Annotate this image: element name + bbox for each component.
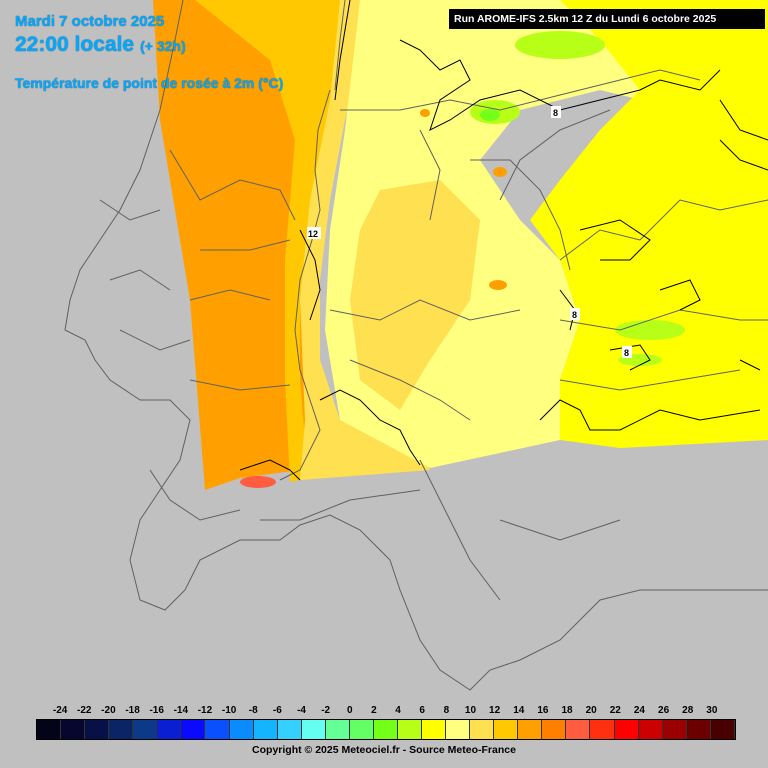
legend-label: -8 <box>248 705 258 716</box>
legend-label: -10 <box>221 705 237 716</box>
legend-label: -4 <box>297 705 306 716</box>
contour-lines <box>239 0 768 481</box>
forecast-date: Mardi 7 octobre 2025 <box>15 13 165 30</box>
legend-label: -2 <box>321 705 331 716</box>
coastlines <box>64 0 768 691</box>
legend-swatch <box>590 720 615 739</box>
contour-label: 8 <box>624 348 629 358</box>
legend-label: 8 <box>443 705 450 716</box>
legend-swatch <box>301 720 326 739</box>
legend-swatch <box>181 720 206 739</box>
field-orange-blob <box>493 167 507 177</box>
legend-label: 6 <box>419 705 425 716</box>
legend-label: -18 <box>125 705 140 716</box>
legend-label: 24 <box>633 705 645 716</box>
legend-label: -6 <box>272 705 282 716</box>
legend-swatch <box>686 720 711 739</box>
legend-swatch <box>373 720 398 739</box>
legend-swatch <box>37 720 62 739</box>
legend-swatch <box>205 720 230 739</box>
legend-label: -20 <box>101 705 116 716</box>
contour-labels: 8 12 8 8 <box>307 106 632 358</box>
legend-labels: -24 -22 -20 -18 -16 -14 -12 -10 -8 -6 -4 -2 0 2 4 6 8 10 1… <box>24 705 744 719</box>
legend-swatch <box>229 720 254 739</box>
parameter-title: Température de point de rosée à 2m (°C) <box>15 75 284 91</box>
legend-swatch <box>109 720 134 739</box>
forecast-lead: (+ 32h) <box>140 38 186 54</box>
legend-swatch <box>638 720 663 739</box>
legend-swatch <box>446 720 471 739</box>
forecast-time-text: 22:00 locale <box>15 33 135 56</box>
legend-swatch <box>85 720 110 739</box>
legend-swatch <box>494 720 519 739</box>
field-red-blob <box>240 476 276 488</box>
legend-label: 14 <box>513 705 525 716</box>
field-orange <box>195 0 360 482</box>
legend-label: 20 <box>585 705 597 716</box>
legend-label: -16 <box>149 705 164 716</box>
legend-swatch <box>470 720 495 739</box>
run-info-banner: Run AROME-IFS 2.5km 12 Z du Lundi 6 octo… <box>449 9 765 29</box>
legend-swatch <box>277 720 302 739</box>
legend-swatch <box>157 720 182 739</box>
legend-label: 28 <box>682 705 694 716</box>
legend-swatch <box>349 720 374 739</box>
field-green-patch <box>515 31 605 59</box>
field-green-patch <box>480 109 500 121</box>
field-orange-blob <box>489 280 507 290</box>
legend-label: 30 <box>706 705 718 716</box>
legend-swatch <box>518 720 543 739</box>
legend-label: 18 <box>561 705 573 716</box>
legend-swatch <box>133 720 158 739</box>
legend-label: 26 <box>658 705 670 716</box>
legend-swatch <box>614 720 639 739</box>
legend-label: -12 <box>197 705 213 716</box>
copyright-text: Copyright © 2025 Meteociel.fr - Source M… <box>252 744 516 756</box>
legend-swatch <box>61 720 86 739</box>
legend-label: -22 <box>77 705 92 716</box>
contour-label: 8 <box>572 310 577 320</box>
field-yellow <box>530 0 768 448</box>
forecast-time: 22:00 locale (+ 32h) <box>15 33 186 57</box>
legend-label: 0 <box>347 705 353 716</box>
legend-label: 10 <box>464 705 477 716</box>
legend-swatch <box>422 720 447 739</box>
legend-label: 22 <box>609 705 621 716</box>
legend-swatch <box>253 720 278 739</box>
contour-label: 12 <box>308 229 318 239</box>
field-central-orange <box>350 180 480 410</box>
legend-swatch <box>710 720 735 739</box>
legend-label: 16 <box>537 705 549 716</box>
legend-label: 2 <box>371 705 377 716</box>
contour-label: 8 <box>553 108 558 118</box>
legend-swatch <box>325 720 350 739</box>
legend-color-bar <box>36 719 736 740</box>
legend-swatch <box>397 720 422 739</box>
legend-label: 12 <box>489 705 501 716</box>
legend-label: -24 <box>52 705 68 716</box>
legend-label: 4 <box>395 705 401 716</box>
legend-swatch <box>542 720 567 739</box>
field-light-orange <box>300 0 430 480</box>
legend-swatch <box>566 720 591 739</box>
legend-label: -14 <box>173 705 189 716</box>
field-orange-blob <box>420 109 430 117</box>
field-green-patch <box>615 320 685 340</box>
legend-swatch <box>662 720 687 739</box>
